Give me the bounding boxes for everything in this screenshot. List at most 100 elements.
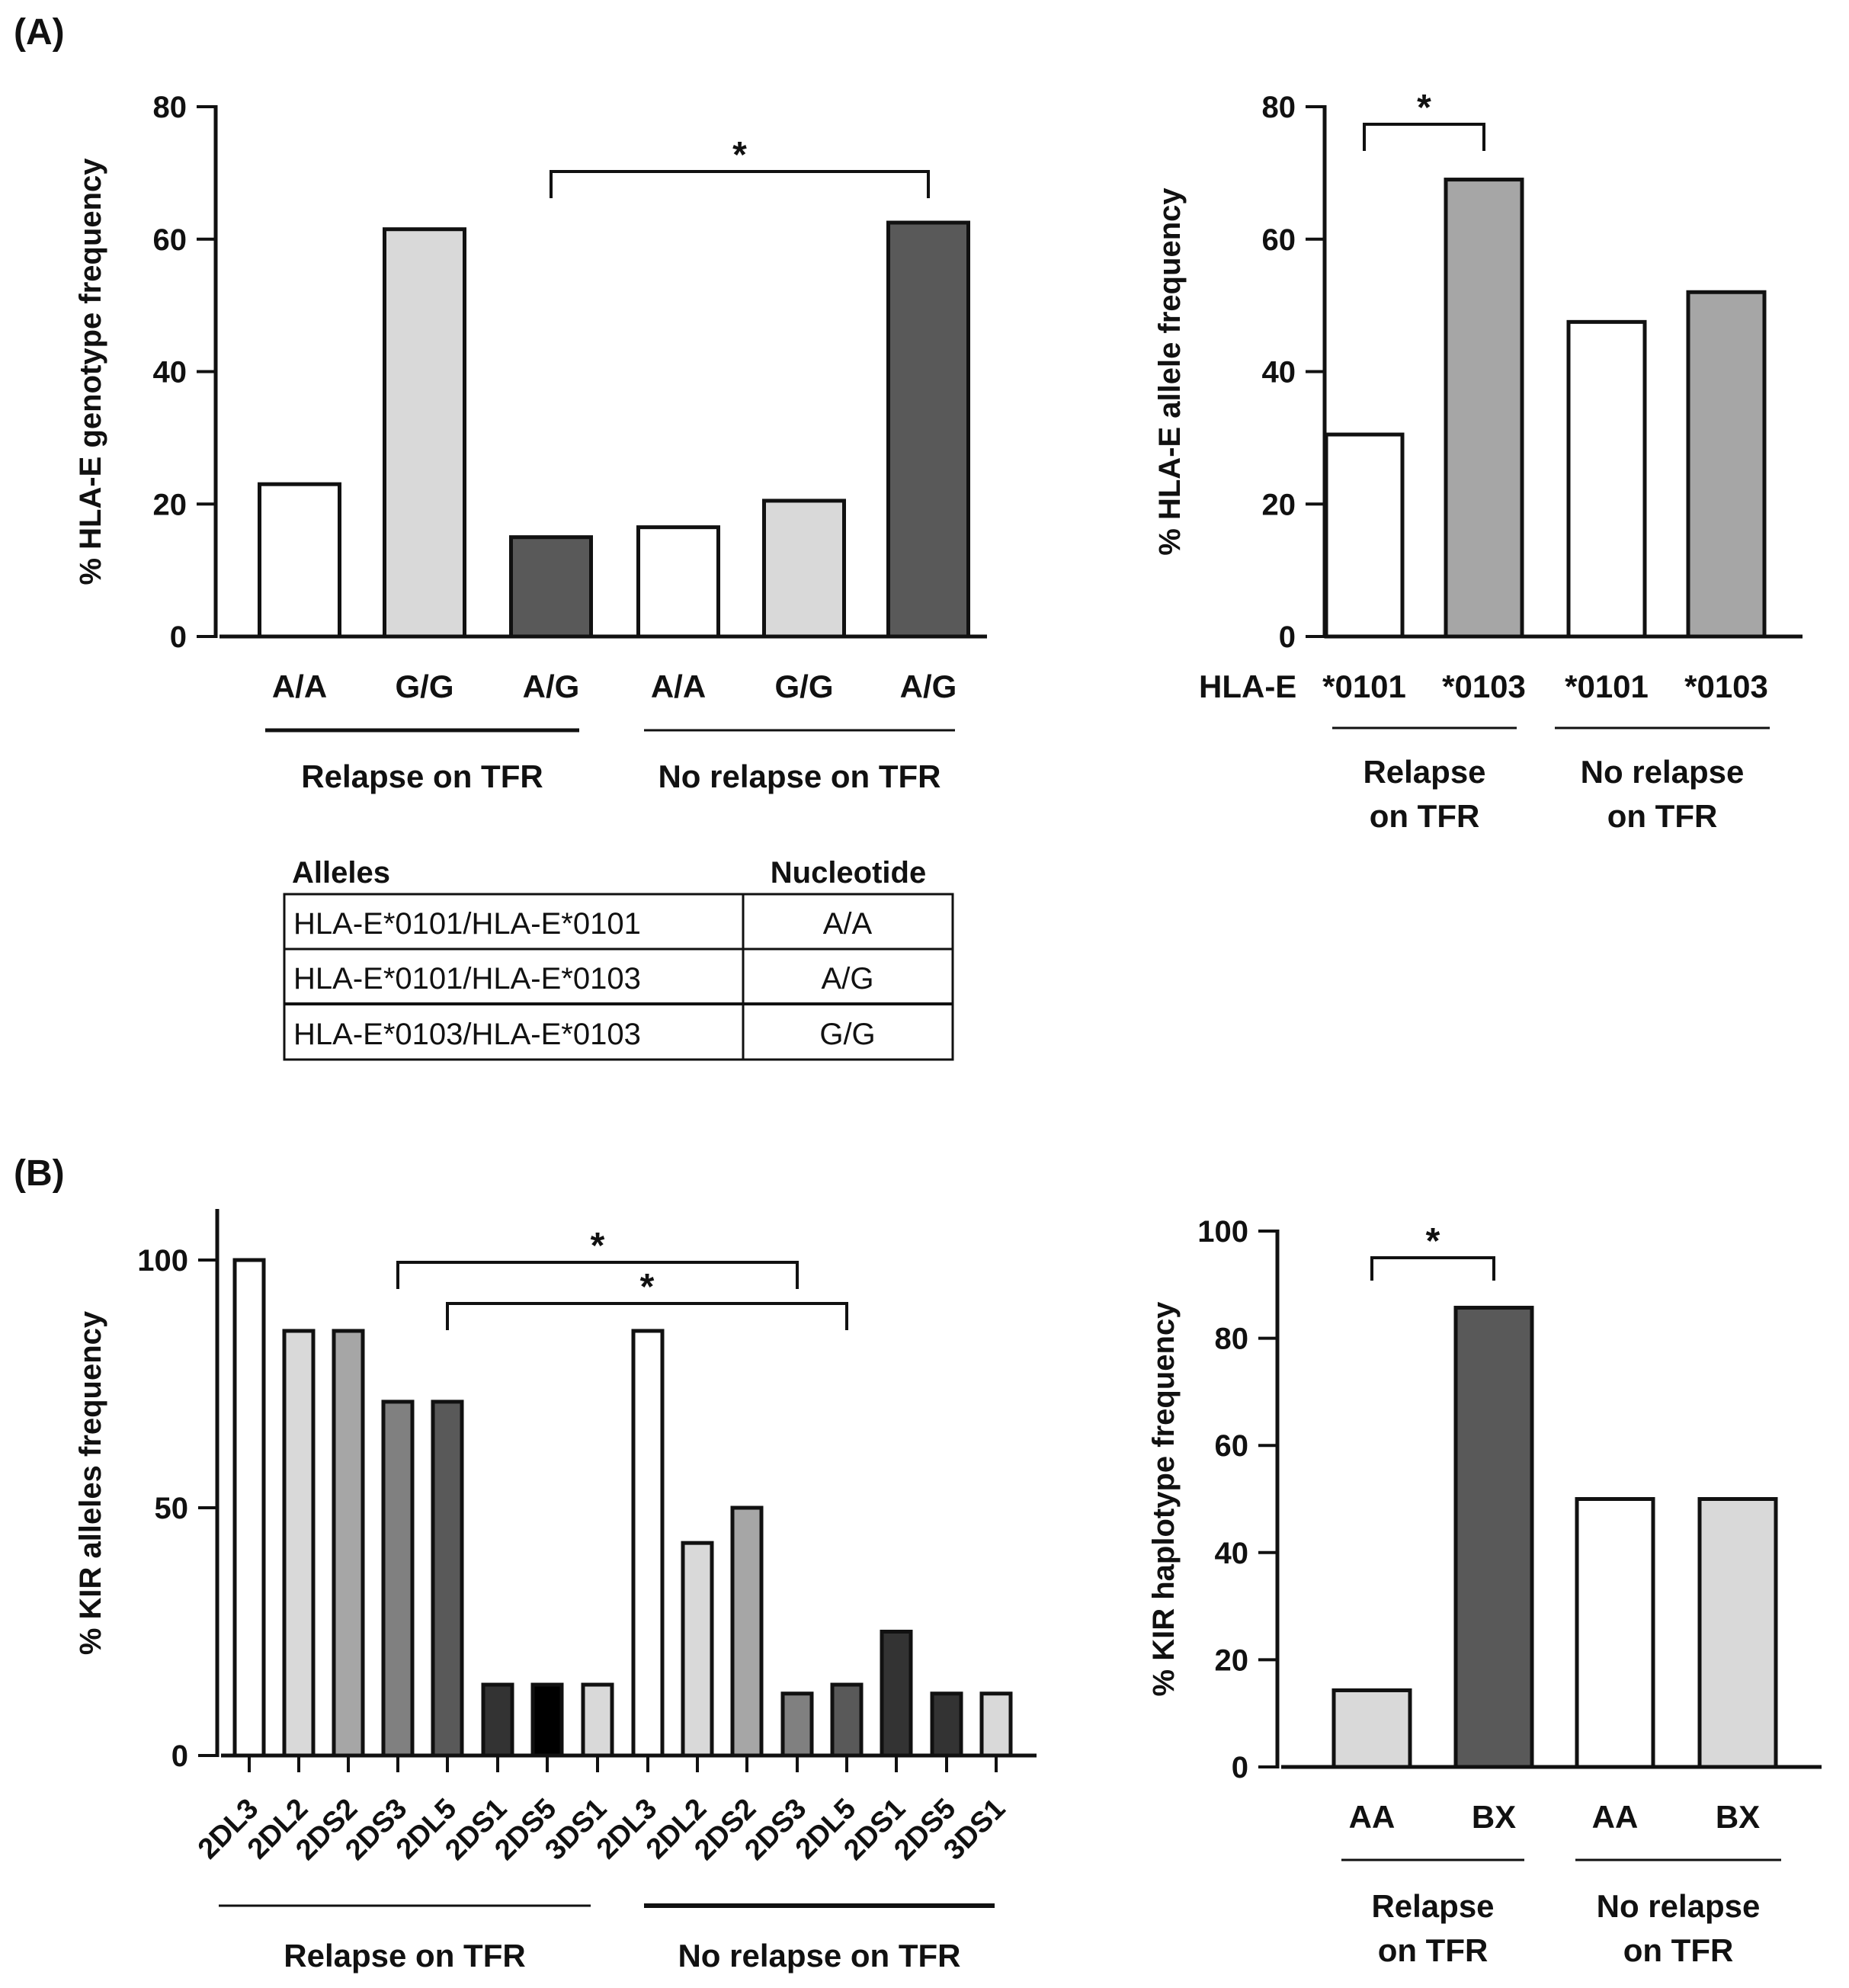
table-border	[283, 893, 954, 1061]
bar	[381, 1400, 415, 1758]
x-tick-label: BX	[1716, 1799, 1760, 1835]
x-tick-label: AA	[1592, 1799, 1639, 1835]
group-label: Relapse on TFR	[284, 1938, 525, 1974]
significance-bracket	[396, 1261, 799, 1289]
table-cell-nucleotide: A/G	[822, 962, 874, 996]
y-tick-label: 40	[1215, 1537, 1249, 1570]
significance-star: *	[591, 1226, 605, 1266]
y-axis-label: % HLA-E genotype frequency	[74, 158, 107, 585]
bar	[258, 482, 341, 639]
bar	[431, 1400, 464, 1758]
bar	[1324, 432, 1405, 639]
y-tick-label: 50	[155, 1492, 189, 1525]
x-tick-label: A/G	[523, 669, 580, 704]
y-tick-label: 60	[1215, 1429, 1249, 1463]
x-tick-label: *0101	[1322, 669, 1406, 704]
significance-bracket	[446, 1302, 848, 1330]
y-tick-label: 0	[170, 620, 187, 654]
bar	[830, 1682, 864, 1758]
y-axis-label: % KIR haplotype frequency	[1147, 1301, 1181, 1697]
y-tick-label: 20	[1262, 488, 1296, 521]
y-tick-label: 20	[1215, 1643, 1249, 1677]
bar	[1697, 1497, 1778, 1769]
bar	[383, 227, 466, 639]
panel-label-a: (A)	[14, 12, 65, 53]
significance-star: *	[1417, 88, 1431, 128]
table-cell-nucleotide: A/A	[823, 907, 873, 941]
bar	[282, 1329, 316, 1758]
bar	[880, 1630, 913, 1758]
table-header-nucleotide: Nucleotide	[771, 856, 926, 890]
group-label: Relapse on TFR	[1363, 754, 1485, 834]
y-tick-label: 0	[171, 1740, 188, 1773]
significance-bracket	[550, 170, 930, 198]
bar	[1331, 1688, 1412, 1769]
bar	[530, 1682, 564, 1758]
significance-bracket	[1363, 123, 1485, 151]
y-tick-label: 20	[153, 488, 187, 521]
significance-bracket	[1370, 1256, 1495, 1281]
x-tick-label: G/G	[395, 669, 453, 704]
bar	[1575, 1497, 1655, 1769]
x-tick-label: A/A	[651, 669, 706, 704]
x-tick-label: AA	[1349, 1799, 1396, 1835]
x-tick-label: *0101	[1565, 669, 1649, 704]
group-label: No relapse on TFR	[1581, 754, 1745, 834]
chart-kir-haplotype: 0 20 40 60 80 100 % KIR haplotype frequency AA B…	[1147, 1215, 1822, 1968]
x-tick-label: G/G	[774, 669, 833, 704]
group-label: No relapse on TFR	[678, 1938, 960, 1974]
panel-label-b: (B)	[14, 1153, 65, 1194]
y-tick-label: 80	[1215, 1323, 1249, 1356]
y-tick-label: 80	[153, 91, 187, 124]
x-tick-label: A/A	[272, 669, 327, 704]
significance-star: *	[732, 135, 747, 175]
table-cell-nucleotide: G/G	[819, 1018, 875, 1051]
y-tick-label: 80	[1262, 91, 1296, 124]
bar	[681, 1541, 714, 1758]
x-axis-prefix: HLA-E	[1199, 669, 1296, 704]
table-cell-allele: HLA-E*0103/HLA-E*0103	[293, 1018, 641, 1051]
significance-star: *	[1426, 1221, 1440, 1262]
bar	[979, 1691, 1013, 1758]
bar	[232, 1258, 266, 1758]
y-tick-label: 40	[153, 356, 187, 390]
bar	[1566, 319, 1647, 639]
x-tick-label: *0103	[1442, 669, 1526, 704]
group-label: Relapse on TFR	[1371, 1888, 1494, 1968]
bar	[930, 1691, 963, 1758]
y-tick-label: 100	[1197, 1215, 1248, 1249]
y-tick-label: 0	[1279, 620, 1296, 654]
x-tick-label: A/G	[900, 669, 957, 704]
bar	[631, 1329, 665, 1758]
chart-hla-e-genotype: 0 20 40 60 80 % HLA-E genotype frequency A/A G/…	[74, 91, 987, 794]
y-tick-label: 0	[1232, 1751, 1248, 1784]
bar	[886, 220, 970, 639]
bar	[481, 1682, 514, 1758]
bar	[581, 1682, 614, 1758]
y-tick-label: 60	[153, 223, 187, 257]
y-axis-label: % KIR alleles frequency	[74, 1310, 107, 1655]
bar	[780, 1691, 814, 1758]
bar	[730, 1505, 764, 1758]
bar	[1686, 290, 1767, 639]
bar	[509, 535, 593, 639]
bar	[1453, 1306, 1534, 1769]
bar	[332, 1329, 365, 1758]
x-tick-label: *0103	[1684, 669, 1768, 704]
allele-nucleotide-table: Alleles Nucleotide HLA-E*0101/HLA-E*0101…	[283, 856, 954, 1061]
bar	[762, 499, 846, 639]
bar	[636, 525, 720, 639]
significance-star: *	[640, 1267, 655, 1307]
y-tick-label: 40	[1262, 356, 1296, 390]
group-label: No relapse on TFR	[658, 758, 941, 794]
table-cell-allele: HLA-E*0101/HLA-E*0103	[293, 962, 641, 996]
bar	[1444, 178, 1524, 639]
chart-hla-e-allele: 0 20 40 60 80 % HLA-E allele frequency *0101 *0…	[1153, 88, 1803, 834]
table-cell-allele: HLA-E*0101/HLA-E*0101	[293, 907, 641, 941]
group-label: No relapse on TFR	[1597, 1888, 1761, 1968]
x-tick-label: BX	[1472, 1799, 1516, 1835]
table-header-alleles: Alleles	[292, 856, 390, 890]
y-tick-label: 60	[1262, 223, 1296, 257]
